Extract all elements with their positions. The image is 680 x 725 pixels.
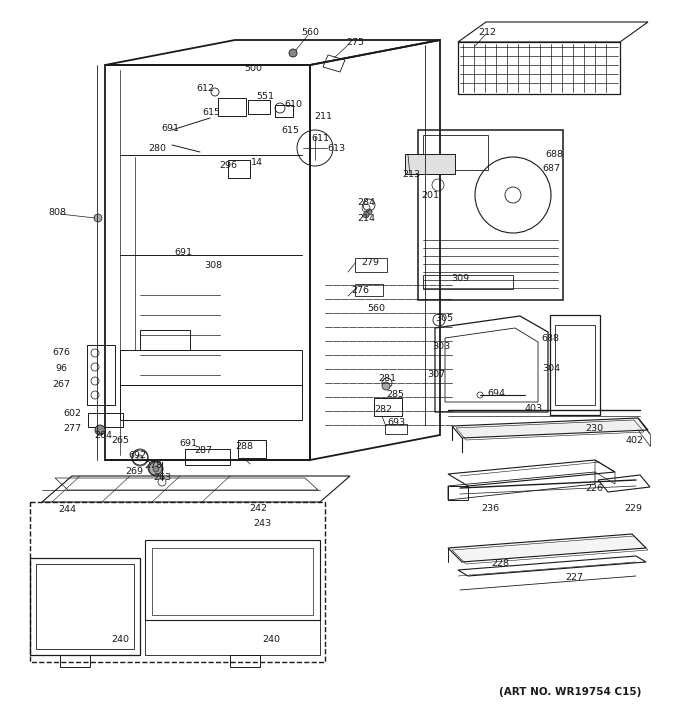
Text: 308: 308	[204, 260, 222, 270]
Bar	[385, 424, 407, 434]
Bar	[88, 413, 123, 427]
Text: 275: 275	[346, 38, 364, 46]
Text: 243: 243	[253, 520, 271, 529]
Text: 304: 304	[542, 363, 560, 373]
Text: 242: 242	[249, 503, 267, 513]
Text: 693: 693	[387, 418, 405, 426]
Text: 303: 303	[432, 341, 450, 350]
Bar	[238, 440, 266, 458]
Text: 282: 282	[374, 405, 392, 413]
Text: 14: 14	[251, 157, 263, 167]
Text: 691: 691	[179, 439, 197, 447]
Text: 694: 694	[487, 389, 505, 397]
Text: 309: 309	[451, 273, 469, 283]
Text: 288: 288	[235, 442, 253, 450]
Bar	[230, 655, 260, 667]
Text: 244: 244	[58, 505, 76, 513]
Text: 284: 284	[357, 197, 375, 207]
Bar	[140, 330, 190, 350]
Text: 230: 230	[585, 423, 603, 433]
Text: 269: 269	[125, 466, 143, 476]
Circle shape	[382, 382, 390, 390]
Text: 213: 213	[402, 170, 420, 178]
Text: 612: 612	[196, 83, 214, 93]
Text: (ART NO. WR19754 C15): (ART NO. WR19754 C15)	[499, 687, 641, 697]
Text: 560: 560	[301, 28, 319, 36]
Text: 691: 691	[174, 247, 192, 257]
Bar	[423, 275, 513, 289]
Text: 688: 688	[541, 334, 559, 342]
Bar	[185, 449, 230, 465]
Text: 692: 692	[128, 450, 146, 460]
Circle shape	[363, 212, 369, 218]
Text: 212: 212	[478, 28, 496, 36]
Circle shape	[366, 209, 372, 215]
Polygon shape	[448, 534, 646, 562]
Text: 265: 265	[111, 436, 129, 444]
Text: 296: 296	[219, 160, 237, 170]
Bar	[275, 105, 293, 117]
Text: 229: 229	[624, 503, 642, 513]
Text: 688: 688	[545, 149, 563, 159]
Text: 613: 613	[327, 144, 345, 152]
Circle shape	[95, 425, 105, 435]
Text: 402: 402	[626, 436, 644, 444]
Text: 240: 240	[262, 636, 280, 645]
Circle shape	[148, 461, 162, 475]
Text: 307: 307	[427, 370, 445, 378]
Text: 280: 280	[148, 144, 166, 152]
Text: 264: 264	[94, 431, 112, 439]
Circle shape	[94, 214, 102, 222]
Text: 808: 808	[48, 207, 66, 217]
Text: 611: 611	[311, 133, 329, 143]
Bar	[374, 398, 402, 416]
Bar	[248, 100, 270, 114]
Text: 615: 615	[202, 107, 220, 117]
Circle shape	[153, 466, 159, 472]
Bar	[87, 345, 115, 405]
Bar	[418, 130, 563, 300]
Bar	[218, 98, 246, 116]
Text: 403: 403	[525, 404, 543, 413]
Text: 267: 267	[52, 379, 70, 389]
Bar	[60, 655, 90, 667]
Bar	[423, 135, 488, 170]
Text: 278: 278	[144, 460, 162, 470]
Text: 236: 236	[481, 503, 499, 513]
Text: 305: 305	[435, 313, 453, 323]
Circle shape	[137, 455, 143, 461]
Text: 560: 560	[367, 304, 385, 312]
Text: 277: 277	[63, 423, 81, 433]
Text: 281: 281	[378, 373, 396, 383]
Text: 227: 227	[565, 573, 583, 582]
Bar	[355, 284, 383, 296]
Text: 201: 201	[421, 191, 439, 199]
Text: 214: 214	[357, 213, 375, 223]
Text: 228: 228	[491, 560, 509, 568]
Text: 240: 240	[111, 636, 129, 645]
Text: 285: 285	[386, 389, 404, 399]
Text: 500: 500	[244, 64, 262, 72]
Bar	[228, 160, 250, 178]
Text: 96: 96	[55, 363, 67, 373]
Text: 676: 676	[52, 347, 70, 357]
Bar	[405, 154, 455, 174]
Circle shape	[289, 49, 297, 57]
Text: 551: 551	[256, 91, 274, 101]
Polygon shape	[452, 418, 648, 438]
Text: 276: 276	[351, 286, 369, 294]
Text: 610: 610	[284, 99, 302, 109]
Text: 211: 211	[314, 112, 332, 120]
Text: 687: 687	[542, 164, 560, 173]
Bar	[355, 258, 387, 272]
Text: 263: 263	[153, 473, 171, 481]
Text: 691: 691	[161, 123, 179, 133]
Text: 615: 615	[281, 125, 299, 135]
Text: 279: 279	[361, 257, 379, 267]
Text: 602: 602	[63, 408, 81, 418]
Text: 226: 226	[585, 484, 603, 492]
Text: 287: 287	[194, 445, 212, 455]
